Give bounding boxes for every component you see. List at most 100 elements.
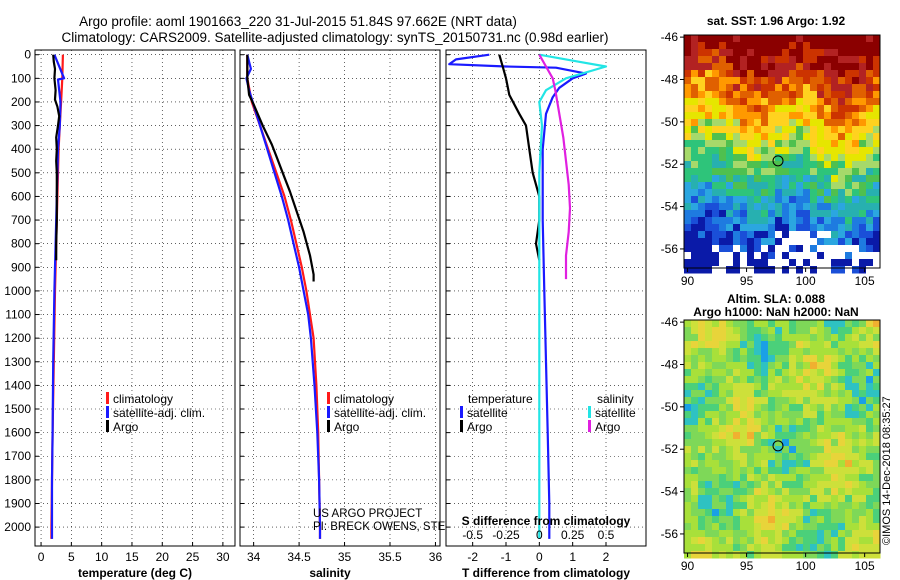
map-cell xyxy=(684,523,692,531)
map-cell xyxy=(803,467,811,475)
map-cell xyxy=(852,383,860,391)
map-cell xyxy=(726,320,734,328)
map-cell xyxy=(761,175,769,183)
map-cell xyxy=(726,189,734,197)
map-cell xyxy=(775,397,783,405)
map-cell xyxy=(810,196,818,204)
map-cell xyxy=(719,355,727,363)
map-cell xyxy=(852,154,860,162)
map-cell xyxy=(859,348,867,356)
map-cell xyxy=(859,210,867,218)
y-tick-label: 1300 xyxy=(4,355,31,369)
map-cell xyxy=(768,474,776,482)
map-cell xyxy=(838,474,846,482)
map-cell xyxy=(691,238,699,246)
map-cell xyxy=(859,439,867,447)
map-cell xyxy=(768,376,776,384)
map-cell xyxy=(831,320,839,328)
map-cell xyxy=(775,523,783,531)
map-cell xyxy=(775,182,783,190)
temperature-panel: 0100200300400500600700800900100011001200… xyxy=(4,48,236,580)
map-cell xyxy=(691,161,699,169)
map-cell xyxy=(831,425,839,433)
map-cell xyxy=(712,530,720,538)
map-cell xyxy=(810,161,818,169)
map-cell xyxy=(775,530,783,538)
map-cell xyxy=(789,161,797,169)
map-cell xyxy=(873,147,881,155)
map-cell xyxy=(712,537,720,545)
map-cell xyxy=(838,320,846,328)
map-cell xyxy=(852,140,860,148)
map-cell xyxy=(810,439,818,447)
map-cell xyxy=(810,231,818,239)
map-cell xyxy=(838,355,846,363)
map-cell xyxy=(824,231,832,239)
map-cell xyxy=(831,383,839,391)
map-cell xyxy=(775,502,783,510)
map-cell xyxy=(775,327,783,335)
map-cell xyxy=(782,544,790,552)
map-cell xyxy=(747,502,755,510)
map-cell xyxy=(761,217,769,225)
map-cell xyxy=(691,495,699,503)
map-cell xyxy=(733,259,741,267)
map-cell xyxy=(845,432,853,440)
sst-map-panel: sat. SST: 1.96 Argo: 1.92 -46-48-50-52-5… xyxy=(661,14,881,288)
map-cell xyxy=(817,238,825,246)
map-cell xyxy=(782,327,790,335)
map-cell xyxy=(733,196,741,204)
map-cell xyxy=(733,98,741,106)
map-cell xyxy=(768,182,776,190)
map-cell xyxy=(845,537,853,545)
map-cell xyxy=(845,91,853,99)
map-cell xyxy=(740,126,748,134)
map-cell xyxy=(873,516,881,524)
map-cell xyxy=(754,84,762,92)
map-cell xyxy=(866,252,874,260)
map-cell xyxy=(803,481,811,489)
map-cell xyxy=(810,56,818,64)
map-cell xyxy=(866,98,874,106)
map-cell xyxy=(761,252,769,260)
salinity-xlabel: salinity xyxy=(309,566,351,580)
map-cell xyxy=(796,327,804,335)
map-cell xyxy=(754,362,762,370)
map-cell xyxy=(803,63,811,71)
map-cell xyxy=(719,327,727,335)
map-cell xyxy=(691,140,699,148)
map-cell xyxy=(803,502,811,510)
map-cell xyxy=(768,147,776,155)
map-cell xyxy=(824,245,832,253)
s-tick-label: 0.25 xyxy=(561,528,585,542)
map-cell xyxy=(712,467,720,475)
map-cell xyxy=(803,224,811,232)
map-cell xyxy=(803,203,811,211)
map-cell xyxy=(824,369,832,377)
map-cell xyxy=(768,266,776,274)
map-cell xyxy=(768,320,776,328)
map-cell xyxy=(782,98,790,106)
map-cell xyxy=(838,327,846,335)
map-cell xyxy=(838,404,846,412)
map-cell xyxy=(691,411,699,419)
map-cell xyxy=(747,544,755,552)
map-cell xyxy=(719,210,727,218)
map-cell xyxy=(796,530,804,538)
map-cell xyxy=(705,56,713,64)
map-cell xyxy=(845,252,853,260)
map-cell xyxy=(761,432,769,440)
map-cell xyxy=(782,369,790,377)
map-cell xyxy=(775,49,783,57)
map-cell xyxy=(789,446,797,454)
map-cell xyxy=(838,439,846,447)
map-cell xyxy=(698,238,706,246)
map-cell xyxy=(782,140,790,148)
map-cell xyxy=(824,327,832,335)
map-cell xyxy=(803,210,811,218)
map-cell xyxy=(719,238,727,246)
map-cell xyxy=(691,210,699,218)
map-cell xyxy=(719,383,727,391)
map-cell xyxy=(691,182,699,190)
